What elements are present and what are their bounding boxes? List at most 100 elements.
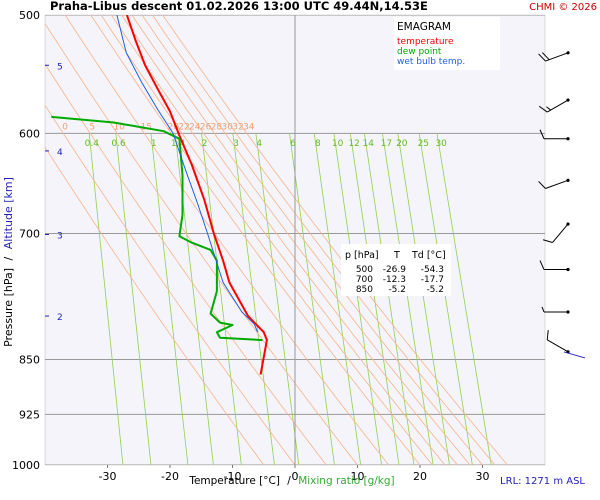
wind-barb [538, 98, 570, 113]
mixing-ratio-label: 1.4 [171, 139, 186, 149]
dry-adiabat-line [121, 15, 459, 465]
temp-tick-label: 10 [351, 470, 365, 483]
wind-barb-station [566, 178, 570, 182]
mixing-ratio-line [333, 133, 382, 465]
dry-adiabat-line [45, 22, 359, 465]
x-label-mixing: Mixing ratio [g/kg] [298, 475, 394, 487]
altitude-tick-label: 2 [57, 313, 63, 323]
mixing-ratio-label: 3 [233, 139, 239, 149]
pressure-tick-label: 600 [19, 127, 40, 140]
mixing-ratio-line [349, 133, 400, 465]
table-cell: 700 [356, 275, 373, 285]
legend-temperature: temperature [397, 37, 454, 47]
y-axis-label: Pressure [hPa] / Altitude [km] [2, 177, 15, 347]
mixing-ratio-line [436, 133, 492, 465]
wind-barb [541, 306, 570, 314]
wind-barb-flag [538, 105, 548, 113]
table-box [341, 244, 451, 296]
dry-adiabat-label: 22 [178, 122, 189, 132]
wind-barb-flag [546, 329, 549, 340]
legend-title: EMAGRAM [397, 21, 451, 33]
mixing-ratio-label: 0.6 [111, 139, 126, 149]
dry-adiabat-label: 20 [167, 122, 179, 132]
pressure-tick-label: 1000 [12, 459, 40, 472]
dry-adiabat-line [64, 15, 390, 465]
dry-adiabat-label: 34 [243, 122, 255, 132]
wind-barb [542, 222, 570, 243]
table-header-t: T [393, 250, 400, 261]
mixing-ratio-label: 0.4 [85, 139, 100, 149]
pressure-tick-label: 925 [19, 408, 40, 421]
mixing-ratio-label: 12 [348, 139, 359, 149]
wind-barb-half-flag [546, 106, 551, 111]
mixing-ratio-label: 17 [381, 139, 392, 149]
legend-dew-point: dew point [397, 47, 442, 57]
dry-adiabat-label: 26 [200, 122, 212, 132]
dry-adiabat-line [90, 15, 421, 465]
mixing-ratio-label: 14 [363, 139, 375, 149]
mixing-ratio-line [289, 133, 335, 465]
temp-tick-label: 0 [292, 470, 299, 483]
table-cell: -17.7 [421, 275, 444, 285]
mixing-ratio-label: 20 [396, 139, 408, 149]
wind-barb-station [566, 267, 570, 272]
table-cell: 500 [356, 265, 373, 275]
table-cell: -54.3 [421, 265, 444, 275]
table-cell: -12.3 [383, 275, 406, 285]
mixing-ratio-line [232, 133, 275, 465]
wind-barb-staff [545, 52, 569, 62]
profile-wet-bulb-temp [116, 15, 258, 333]
wind-barb-station [566, 137, 570, 141]
y-label-sep: / [2, 256, 15, 260]
table-header-td: Td [°C] [411, 250, 446, 261]
temp-tick-label: 20 [413, 470, 427, 483]
temp-tick-label: -30 [99, 470, 117, 483]
wind-barb-flag [542, 52, 550, 61]
pressure-tick-label: 700 [19, 227, 40, 240]
wind-barb-station [566, 222, 570, 226]
dry-adiabat-line [141, 15, 484, 465]
wind-barb-flag [538, 53, 546, 62]
mixing-ratio-label: 10 [332, 139, 344, 149]
legend: EMAGRAM temperature dew point wet bulb t… [394, 17, 500, 70]
dry-adiabat-line [131, 15, 471, 465]
credit-text: CHMI © 2026 [529, 2, 597, 13]
temp-tick-label: -20 [161, 470, 179, 483]
mixing-ratio-label: 25 [418, 139, 429, 149]
wind-barb [546, 329, 570, 354]
dry-adiabat-label: 5 [89, 122, 95, 132]
profile-temperature [125, 15, 268, 375]
pressure-tick-label: 850 [19, 353, 40, 366]
y-label-pressure: Pressure [hPa] [2, 268, 15, 347]
pressure-tick-label: 500 [19, 9, 40, 22]
mixing-ratio-line [397, 133, 450, 465]
altitude-tick-label: 4 [57, 148, 63, 158]
wind-barb [538, 178, 570, 189]
mixing-ratio-label: 2 [202, 139, 208, 149]
altitude-tick-label: 5 [57, 62, 63, 72]
dry-adiabat-label: 0 [62, 122, 68, 132]
dry-adiabat-label: 10 [113, 122, 125, 132]
wind-barb-flag [542, 239, 553, 243]
legend-box [394, 17, 500, 70]
table-cell: -5.2 [388, 285, 406, 295]
temp-tick-label: -10 [224, 470, 242, 483]
dry-adiabat-label: 28 [211, 122, 223, 132]
wind-barb [538, 51, 570, 62]
mixing-ratio-label: 1 [151, 139, 157, 149]
wind-barb-flag [538, 181, 546, 189]
wind-barb-staff [552, 223, 569, 243]
wind-barb-station [566, 98, 570, 102]
dry-adiabat-line [45, 63, 327, 465]
mixing-ratio-label: 6 [290, 139, 296, 149]
dry-adiabat-label: 24 [189, 122, 201, 132]
mixing-ratio-line [174, 133, 214, 465]
chart-title: Praha-Libus descent 01.02.2026 13:00 UTC… [50, 0, 428, 13]
mixing-ratio-line [88, 133, 124, 465]
mixing-ratio-line [115, 133, 152, 465]
dry-adiabat-label: 30 [221, 122, 233, 132]
table-header-p: p [hPa] [345, 250, 379, 261]
surface-wind-line [563, 351, 586, 359]
x-label-temp: Temperature [°C] [188, 475, 280, 487]
mixing-ratio-label: 8 [315, 139, 321, 149]
